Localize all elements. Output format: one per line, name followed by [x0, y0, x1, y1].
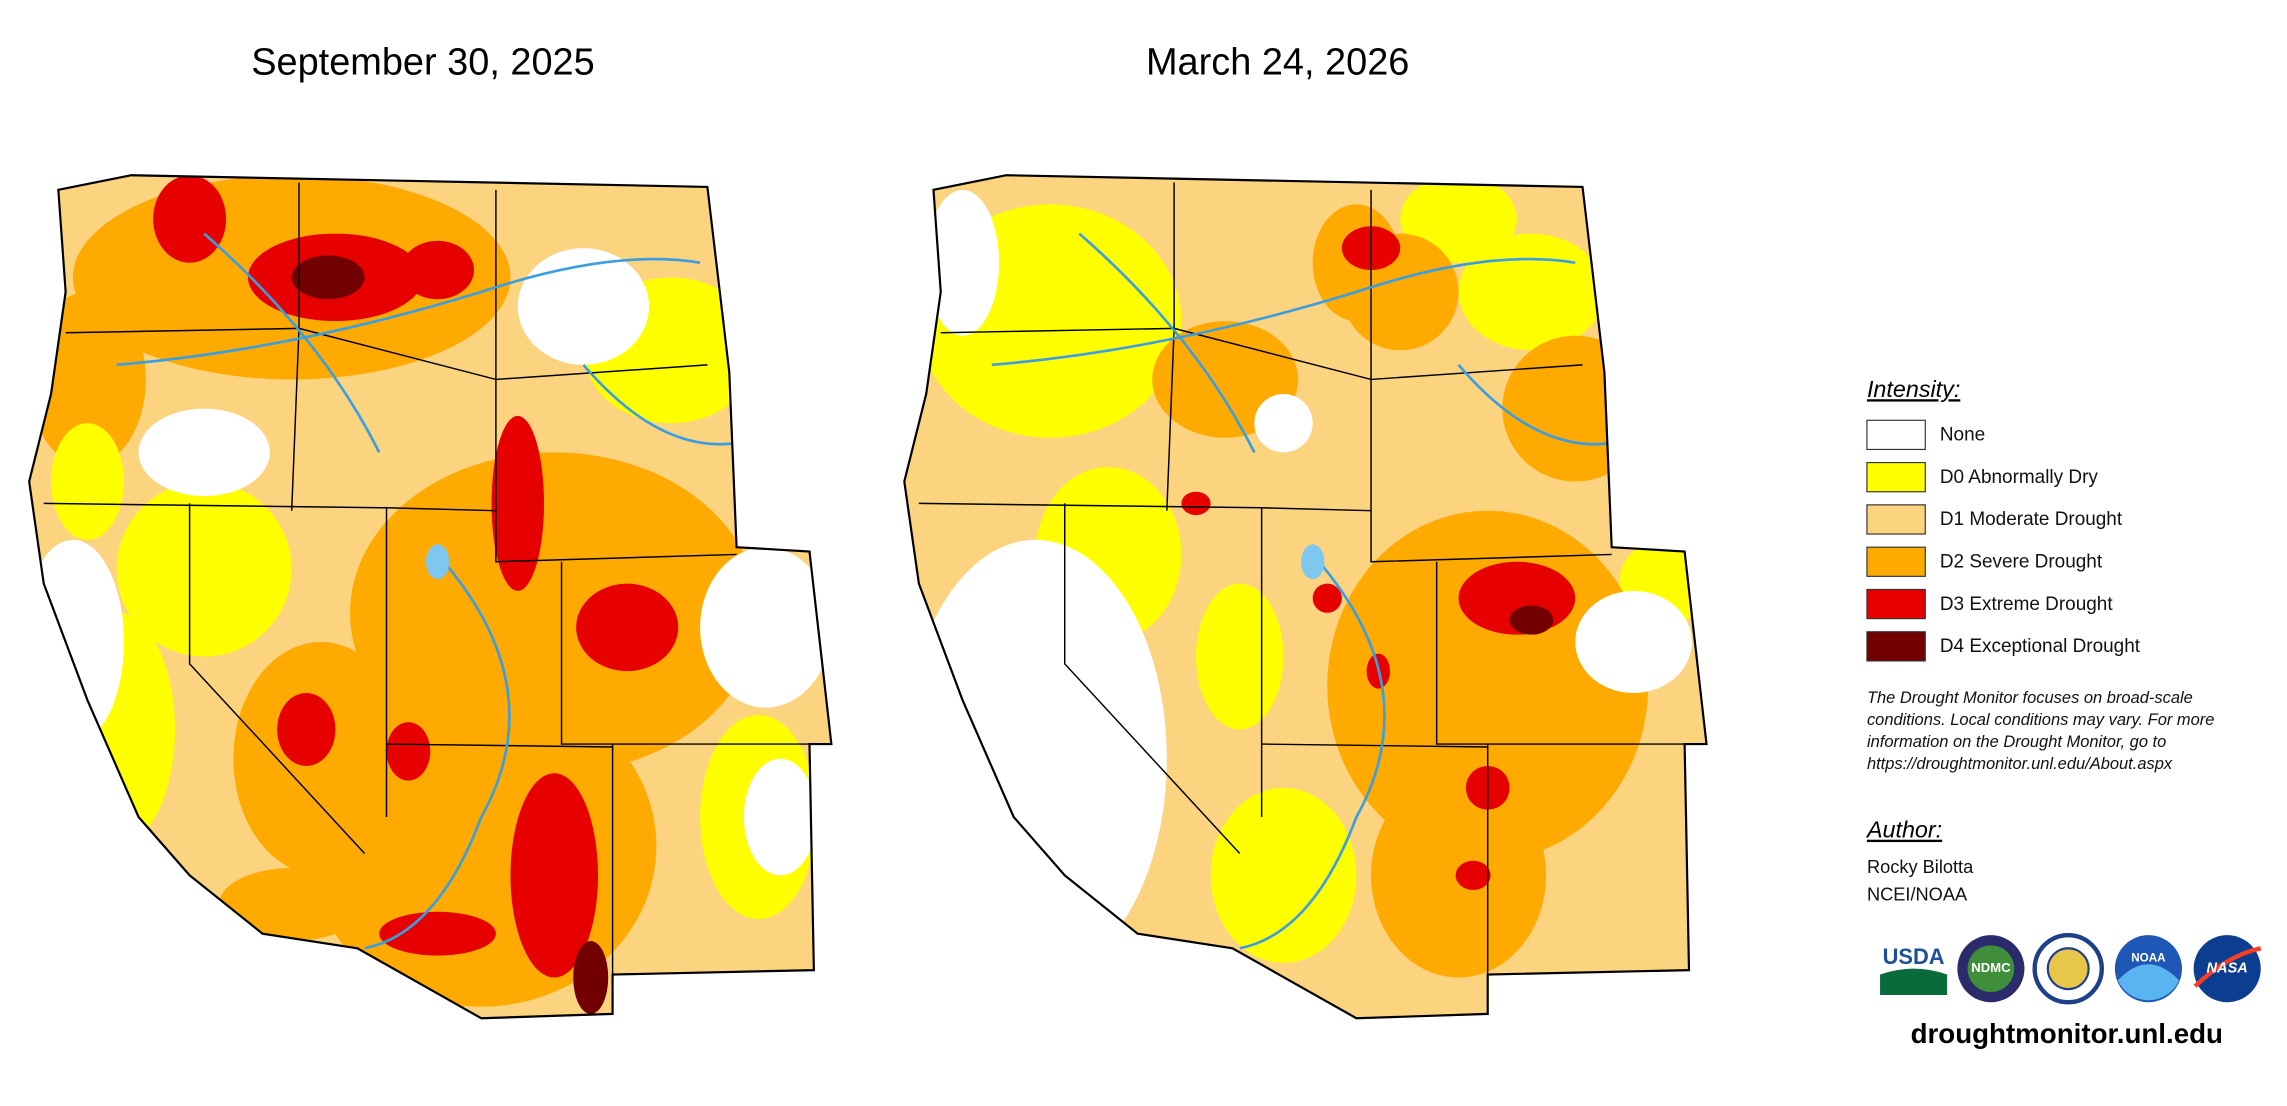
- drought-area: [29, 539, 124, 745]
- map-fill: [904, 175, 1707, 1019]
- legend-title: Intensity:: [1867, 376, 1960, 402]
- note-line: https://droughtmonitor.unl.edu/About.asp…: [1867, 755, 2173, 773]
- river: [364, 553, 511, 950]
- state-border: [65, 327, 300, 334]
- nasa-swoosh: [2193, 946, 2262, 988]
- drought-area: [904, 539, 1167, 978]
- river: [991, 257, 1576, 367]
- author-name: Rocky Bilotta: [1867, 856, 1974, 877]
- legend-label: D3 Extreme Drought: [1940, 594, 2113, 615]
- legend-swatch: [1866, 631, 1926, 662]
- state-border: [1435, 561, 1685, 745]
- logo-text: NOAA: [2131, 952, 2166, 965]
- drought-map: [28, 174, 833, 1020]
- state-border: [386, 743, 613, 748]
- legend-swatch: [1866, 546, 1926, 577]
- drought-area: [1181, 491, 1211, 516]
- drought-area: [51, 423, 124, 540]
- author-heading: Author:: [1865, 817, 1942, 843]
- logo-text: NDMC: [1971, 960, 2011, 975]
- drought-area: [1210, 787, 1357, 963]
- ndmc-logo-inner: [1967, 945, 2015, 993]
- legend: None D0 Abnormally Dry D1 Moderate Drought…: [1866, 419, 2141, 662]
- legend-label: None: [1940, 425, 1985, 446]
- map-fill: [29, 175, 832, 1019]
- river: [1239, 553, 1386, 950]
- note-line: information on the Drought Monitor, go t…: [1867, 733, 2166, 751]
- river: [1078, 232, 1256, 453]
- noaa-wave: [2117, 964, 2180, 1001]
- drought-area: [1455, 860, 1491, 890]
- state-border: [1173, 182, 1583, 381]
- logo-text: USDA: [1883, 944, 1945, 969]
- drought-area: [1509, 605, 1554, 635]
- note-line: conditions. Local conditions may vary. F…: [1867, 711, 2215, 729]
- map-title: March 24, 2026: [1146, 41, 1409, 83]
- state-border: [495, 379, 737, 563]
- source-url: droughtmonitor.unl.edu: [1911, 1018, 2223, 1049]
- drought-area: [510, 773, 599, 978]
- drought-area: [379, 911, 496, 956]
- logos: USDA NDMC NOAA NASA: [1880, 932, 2262, 1005]
- drought-area: [386, 722, 431, 781]
- drought-area: [1196, 583, 1284, 730]
- state-border: [298, 182, 708, 381]
- note-line: The Drought Monitor focuses on broad-sca…: [1867, 689, 2193, 707]
- author-org: NCEI/NOAA: [1867, 884, 1968, 905]
- state-border: [1261, 743, 1488, 748]
- region-outline: [903, 174, 1708, 1020]
- drought-area: [116, 481, 292, 657]
- legend-swatch: [1866, 461, 1926, 493]
- legend-label: D1 Moderate Drought: [1940, 509, 2123, 530]
- legend-swatch: [1866, 419, 1926, 451]
- state-border: [290, 328, 300, 511]
- drought-area: [926, 189, 1000, 336]
- drought-area: [1400, 175, 1517, 263]
- drought-map: [903, 174, 1708, 1020]
- lake: [425, 544, 450, 580]
- drought-area: [218, 868, 365, 941]
- drought-area: [138, 408, 270, 497]
- river: [116, 257, 701, 367]
- state-border: [940, 327, 1175, 334]
- state-border: [560, 561, 810, 745]
- map-title: September 30, 2025: [251, 41, 595, 83]
- state-border: [188, 503, 366, 854]
- drought-area: [573, 940, 609, 1014]
- drought-area: [291, 255, 365, 300]
- state-border: [1064, 503, 1241, 854]
- state-border: [1370, 379, 1612, 563]
- drought-area: [491, 415, 545, 591]
- drought-area: [1575, 590, 1692, 694]
- drought-area: [277, 693, 336, 766]
- drought-area: [153, 175, 227, 263]
- region-outline: [28, 174, 833, 1020]
- legend-label: D4 Exceptional Drought: [1940, 636, 2141, 657]
- drought-area: [1312, 583, 1342, 613]
- usda-logo-band: [1880, 968, 1948, 995]
- commerce-seal-inner: [2046, 947, 2090, 991]
- drought-area: [1502, 335, 1649, 482]
- lake: [1301, 544, 1325, 580]
- drought-area: [700, 547, 832, 708]
- state-border: [1166, 328, 1175, 511]
- drought-area: [1254, 394, 1313, 453]
- legend-label: D2 Severe Drought: [1940, 551, 2103, 572]
- drought-area: [576, 583, 679, 672]
- logo-text: NASA: [2207, 961, 2248, 977]
- river: [203, 232, 381, 453]
- legend-swatch: [1866, 504, 1926, 535]
- drought-area: [401, 240, 475, 300]
- note: The Drought Monitor focuses on broad-sca…: [1867, 689, 2215, 773]
- legend-label: D0 Abnormally Dry: [1940, 467, 2099, 488]
- drought-area: [743, 758, 817, 876]
- drought-area: [517, 248, 650, 365]
- legend-swatch: [1866, 588, 1926, 620]
